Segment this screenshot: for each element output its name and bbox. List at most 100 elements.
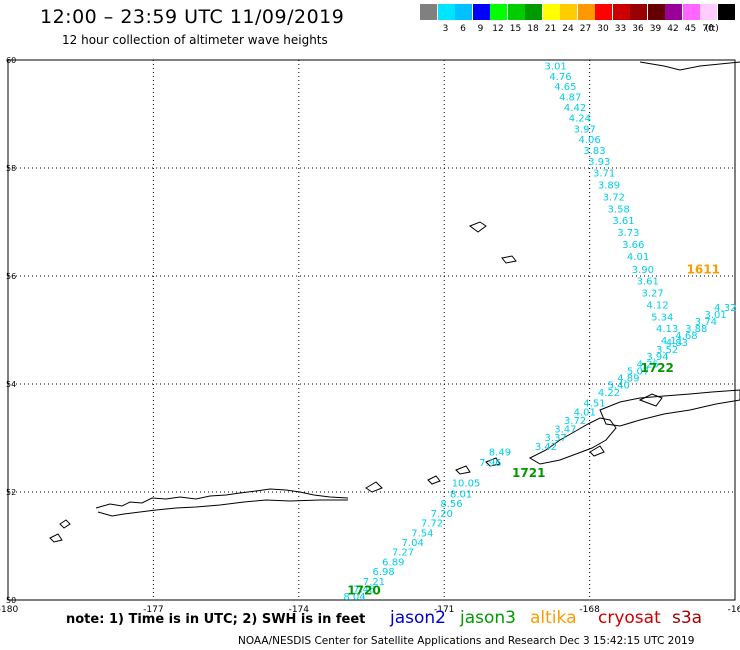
legend-label: 18 bbox=[527, 24, 539, 34]
swh-value: 3.72 bbox=[603, 192, 625, 203]
island-a bbox=[365, 481, 383, 493]
swh-value: 3.89 bbox=[598, 181, 620, 192]
swh-value: 3.72 bbox=[564, 416, 586, 427]
legend-label: 33 bbox=[614, 24, 627, 34]
satellite-name: altika bbox=[530, 608, 577, 628]
swh-value: 3.90 bbox=[632, 265, 654, 276]
swh-value: 3.58 bbox=[608, 204, 630, 215]
legend-swatch bbox=[682, 4, 700, 20]
legend-label: 36 bbox=[632, 24, 644, 34]
legend-label: 9 bbox=[477, 24, 484, 34]
island-e bbox=[589, 445, 605, 457]
legend-swatch bbox=[420, 4, 437, 20]
legend-swatch bbox=[490, 4, 507, 20]
legend-swatch bbox=[542, 4, 560, 20]
legend-swatch bbox=[717, 4, 735, 20]
swh-value: 4.32 bbox=[714, 303, 736, 314]
swh-value: 3.01 bbox=[704, 310, 726, 321]
island-d bbox=[485, 457, 501, 467]
satellite-name: s3a bbox=[672, 608, 703, 628]
lon-tick-label: -180 bbox=[0, 605, 18, 615]
lon-tick-label: -177 bbox=[143, 605, 163, 615]
island-west-2 bbox=[49, 533, 63, 543]
lat-tick-label: 58 bbox=[6, 164, 16, 173]
swh-value: 3.93 bbox=[588, 157, 610, 168]
swh-value: 7.96 bbox=[479, 458, 501, 469]
legend-swatch bbox=[630, 4, 647, 20]
lat-tick-label: 60 bbox=[6, 56, 16, 65]
legend-label: 12 bbox=[492, 24, 504, 34]
axis-labels: -180 -177 -174 -171 -168 -16 60 58 56 54 52 50 bbox=[0, 56, 740, 615]
pass-label: 1721 bbox=[512, 466, 545, 480]
swh-value: 4.25 bbox=[637, 359, 659, 370]
legend-swatch bbox=[577, 4, 595, 20]
swh-value: 7.04 bbox=[402, 538, 424, 549]
legend-label: 39 bbox=[649, 24, 662, 34]
legend-swatch bbox=[700, 4, 717, 20]
swh-value: 3.61 bbox=[612, 216, 634, 227]
swh-value: 3.66 bbox=[622, 240, 644, 251]
legend-label: 21 bbox=[544, 24, 557, 34]
legend-label: 70 bbox=[702, 24, 714, 34]
legend-label: 27 bbox=[579, 24, 592, 34]
swh-value: 4.87 bbox=[559, 93, 581, 104]
legend-swatch bbox=[560, 4, 577, 20]
island-unimak-fox bbox=[528, 417, 617, 465]
island-west-1 bbox=[59, 519, 71, 529]
legend-swatch bbox=[665, 4, 682, 20]
footer-credit: NOAA/NESDIS Center for Satellite Applica… bbox=[238, 635, 695, 647]
map-frame bbox=[7, 59, 736, 601]
swh-value: 6.98 bbox=[372, 567, 394, 578]
legend-label: 24 bbox=[562, 24, 574, 34]
legend-swatch bbox=[595, 4, 612, 20]
graticule bbox=[7, 59, 736, 601]
swh-value: 7.21 bbox=[363, 577, 385, 588]
legend-swatch bbox=[647, 4, 665, 20]
legend-swatch bbox=[455, 4, 472, 20]
legend-swatch bbox=[472, 4, 490, 20]
swh-value: 7.48 bbox=[353, 584, 375, 595]
swh-value: 3.73 bbox=[617, 228, 639, 239]
swh-value: 4.22 bbox=[598, 388, 620, 399]
swh-value: 8.56 bbox=[440, 499, 462, 510]
swh-value: 4.42 bbox=[564, 103, 586, 114]
swh-value: 5.34 bbox=[651, 312, 673, 323]
lon-tick-label: -174 bbox=[289, 605, 310, 615]
swh-value: 3.01 bbox=[545, 62, 567, 73]
legend-swatch bbox=[437, 4, 455, 20]
swh-value: 3.88 bbox=[685, 324, 707, 335]
swh-value: 4.68 bbox=[675, 331, 697, 342]
aleutian-chain bbox=[95, 488, 349, 509]
swh-value: 4.51 bbox=[583, 399, 605, 410]
lat-tick-label: 52 bbox=[6, 488, 16, 497]
swh-value: 4.65 bbox=[554, 82, 576, 93]
aleutian-chain-south bbox=[97, 499, 348, 517]
map-subtitle: 12 hour collection of altimeter wave hei… bbox=[62, 33, 328, 47]
swh-value: 8.01 bbox=[450, 489, 472, 500]
legend-label: 45 bbox=[684, 24, 697, 34]
swh-value: 3.37 bbox=[545, 433, 567, 444]
legend-label: 3 bbox=[442, 24, 449, 34]
swh-value: 7.20 bbox=[431, 509, 453, 520]
island-east-small bbox=[638, 393, 663, 407]
swh-value: 3.52 bbox=[656, 345, 678, 356]
swh-value: 3.61 bbox=[637, 277, 659, 288]
swh-value: 4.13 bbox=[656, 324, 678, 335]
swh-value: 3.83 bbox=[583, 146, 605, 157]
legend-unit: (ft) bbox=[705, 24, 719, 34]
legend-label: 30 bbox=[597, 24, 609, 34]
lon-tick-label: -168 bbox=[579, 605, 600, 615]
lat-tick-label: 50 bbox=[6, 596, 16, 605]
swh-value: 7.54 bbox=[411, 528, 433, 539]
island-bering-1 bbox=[468, 221, 487, 233]
lon-tick-label: -171 bbox=[434, 605, 454, 615]
swh-value: 7.72 bbox=[421, 519, 443, 530]
legend-label: 15 bbox=[509, 24, 522, 34]
swh-value: 7.27 bbox=[392, 548, 414, 559]
swh-value: 3.74 bbox=[695, 317, 717, 328]
swh-value: 3.42 bbox=[535, 442, 557, 453]
swh-value: 4.11 bbox=[661, 336, 683, 347]
island-c bbox=[455, 465, 471, 475]
swh-value: 4.01 bbox=[574, 407, 596, 418]
island-coast-north bbox=[639, 61, 740, 71]
